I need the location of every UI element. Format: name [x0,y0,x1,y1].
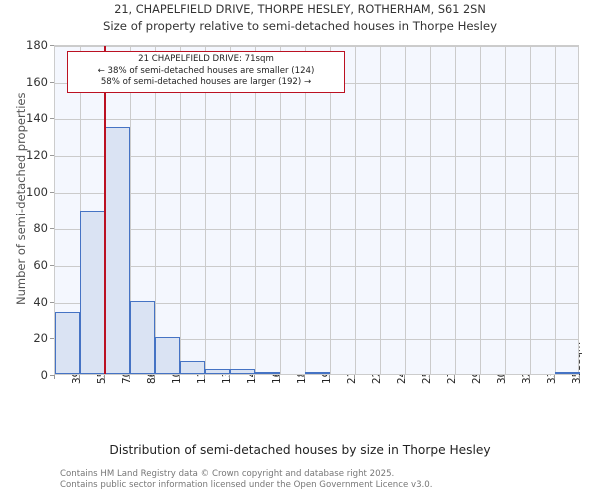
gridline-vertical [380,46,381,374]
gridline-vertical [255,46,256,374]
gridline-horizontal [55,266,578,267]
y-axis-tick-label: 40 [33,294,48,309]
annotation-line-2: ← 38% of semi-detached houses are smalle… [97,65,315,76]
plot-inner [55,46,580,374]
histogram-bar [205,368,230,374]
x-axis-tick-mark [354,375,355,379]
gridline-vertical [455,46,456,374]
histogram-bar [155,337,180,374]
y-axis-tick-mark [50,301,54,303]
gridline-horizontal [55,229,578,231]
x-axis-tick-mark [329,375,330,379]
y-axis-tick-mark [50,228,54,230]
footer-line-2: Contains public sector information licen… [60,479,433,490]
x-axis-tick-mark [504,375,505,379]
y-axis-tick-label: 120 [26,148,48,162]
gridline-vertical [205,46,206,374]
x-axis-tick-mark [404,375,405,379]
x-axis-tick-mark [129,375,130,379]
x-axis-tick-mark [254,375,255,379]
y-axis-tick-mark [50,118,54,120]
x-axis-tick-mark [529,375,530,379]
y-axis-tick-mark [50,191,54,193]
property-annotation-box: 21 CHAPELFIELD DRIVE: 71sqm ← 38% of sem… [67,51,345,93]
y-axis-tick-label: 140 [26,111,48,126]
gridline-horizontal [55,339,578,341]
gridline-vertical [505,46,506,374]
y-axis-tick-label: 100 [26,184,48,199]
x-axis-tick-mark [554,375,555,379]
footer-line-1: Contains HM Land Registry data © Crown c… [60,469,395,479]
y-axis-tick-mark [50,155,54,156]
histogram-bar [55,311,80,374]
plot-area [54,45,580,375]
chart-title-secondary: Size of property relative to semi-detach… [103,19,497,33]
x-axis-tick-mark [229,375,230,379]
x-axis-tick-mark [279,375,280,379]
x-axis-tick-mark [579,375,580,379]
x-axis-label: Distribution of semi-detached houses by … [109,443,491,457]
gridline-vertical [305,46,306,374]
gridline-vertical [80,46,81,374]
gridline-vertical [430,46,431,374]
gridline-vertical [155,46,156,374]
y-axis-tick-mark [50,338,54,340]
gridline-vertical [130,46,131,374]
y-axis-tick-mark [50,81,54,83]
gridline-vertical [355,46,356,374]
y-axis-tick-label: 180 [26,38,48,52]
gridline-vertical [405,46,406,374]
histogram-bar [305,372,330,374]
y-axis-tick-label: 0 [40,368,48,382]
gridline-vertical [280,46,281,374]
histogram-bar [105,126,130,374]
y-axis-tick-label: 80 [33,221,48,236]
gridline-vertical [530,46,531,374]
gridline-vertical [480,46,481,374]
histogram-bar [180,361,205,374]
x-axis-tick-mark [379,375,380,379]
y-axis-tick-label: 20 [33,331,48,346]
gridline-horizontal [55,302,578,304]
annotation-line-1: 21 CHAPELFIELD DRIVE: 71sqm [138,54,274,64]
x-axis-tick-mark [79,375,80,379]
x-axis-tick-mark [454,375,455,379]
histogram-bar [80,210,105,374]
histogram-bar [555,372,580,374]
gridline-horizontal [55,46,578,47]
gridline-horizontal [55,119,578,121]
histogram-bar [255,372,280,374]
histogram-bar [130,300,155,374]
property-size-marker-line [104,46,106,374]
histogram-bar [230,368,255,374]
x-axis-tick-mark [204,375,205,379]
chart-title-block: 21, CHAPELFIELD DRIVE, THORPE HESLEY, RO… [0,2,600,35]
gridline-vertical [330,46,331,374]
y-axis-tick-mark [50,45,54,46]
chart-footer: Contains HM Land Registry data © Crown c… [60,469,580,490]
x-axis-tick-mark [304,375,305,379]
gridline-horizontal [55,192,578,194]
gridline-vertical [230,46,231,374]
y-axis-tick-mark [50,375,54,376]
gridline-vertical [180,46,181,374]
y-axis-tick-mark [50,265,54,266]
x-axis-tick-mark [179,375,180,379]
annotation-line-3: 58% of semi-detached houses are larger (… [100,77,312,87]
y-axis-tick-label: 160 [26,74,48,89]
x-axis-tick-mark [154,375,155,379]
gridline-horizontal [55,156,578,157]
x-axis-tick-mark [429,375,430,379]
x-axis-tick-mark [104,375,105,379]
gridline-vertical [555,46,556,374]
x-axis-tick-mark [479,375,480,379]
x-axis-tick-mark [54,375,55,379]
chart-title-primary: 21, CHAPELFIELD DRIVE, THORPE HESLEY, RO… [114,3,486,16]
y-axis-tick-label: 60 [33,258,48,272]
